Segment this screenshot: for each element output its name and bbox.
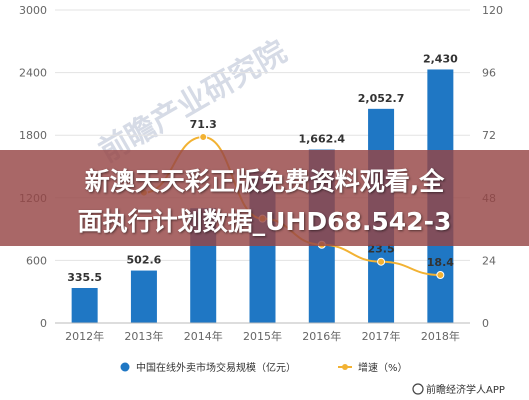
line-point	[199, 133, 208, 142]
source-logo-icon	[412, 383, 424, 395]
y-left-tick-label: 2400	[19, 67, 47, 80]
legend-line-marker	[342, 364, 348, 370]
bar	[71, 287, 98, 323]
x-axis: 2012年 2013年 2014年 2015年 2016年 2017年 2018年	[55, 322, 470, 343]
bar-value-label: 335.5	[67, 271, 102, 284]
line-value-label: 18.4	[427, 256, 454, 269]
y-left-tick-label: 1800	[19, 129, 47, 142]
y-left-tick-label: 600	[26, 254, 47, 267]
x-tick-label: 2017年	[362, 329, 401, 343]
bar-value-label: 2,430	[423, 52, 458, 65]
y-right-tick-label: 72	[482, 129, 496, 142]
y-left-tick-label: 3000	[19, 4, 47, 17]
legend-bar-swatch	[120, 362, 130, 372]
legend-bar-label: 中国在线外卖市场交易规模（亿元）	[136, 361, 296, 374]
line-point	[377, 257, 386, 266]
line-point	[436, 271, 445, 280]
y-right-tick-label: 120	[482, 4, 503, 17]
bar-value-label: 1,662.4	[298, 133, 345, 146]
x-tick-label: 2015年	[243, 329, 282, 343]
x-tick-label: 2014年	[184, 329, 223, 343]
source-text: 前瞻经济学人APP	[426, 383, 505, 396]
line-value-label: 71.3	[190, 118, 217, 131]
y-right-tick-label: 96	[482, 67, 496, 80]
y-right-tick-label: 24	[482, 254, 496, 267]
x-tick-label: 2012年	[65, 329, 104, 343]
y-left-tick-label: 0	[40, 317, 47, 330]
banner-line-1: 新澳天天彩正版免费资料观看,全	[84, 167, 445, 196]
x-tick-label: 2013年	[124, 329, 163, 343]
legend: 中国在线外卖市场交易规模（亿元） 增速（%）	[120, 361, 408, 374]
bar-value-label: 502.6	[127, 254, 162, 267]
legend-line-label: 增速（%）	[358, 361, 408, 374]
data-labels: 335.5502.61,662.42,052.72,43071.323.518.…	[67, 52, 458, 284]
y-right-tick-label: 0	[482, 317, 489, 330]
x-tick-label: 2018年	[421, 329, 460, 343]
source-credit: 前瞻经济学人APP	[412, 383, 505, 396]
bar	[130, 270, 157, 323]
x-tick-label: 2016年	[302, 329, 341, 343]
overlay-banner	[0, 150, 529, 246]
banner-line-2: 面执行计划数据_UHD68.542-3	[77, 207, 452, 236]
bar-value-label: 2,052.7	[358, 92, 405, 105]
